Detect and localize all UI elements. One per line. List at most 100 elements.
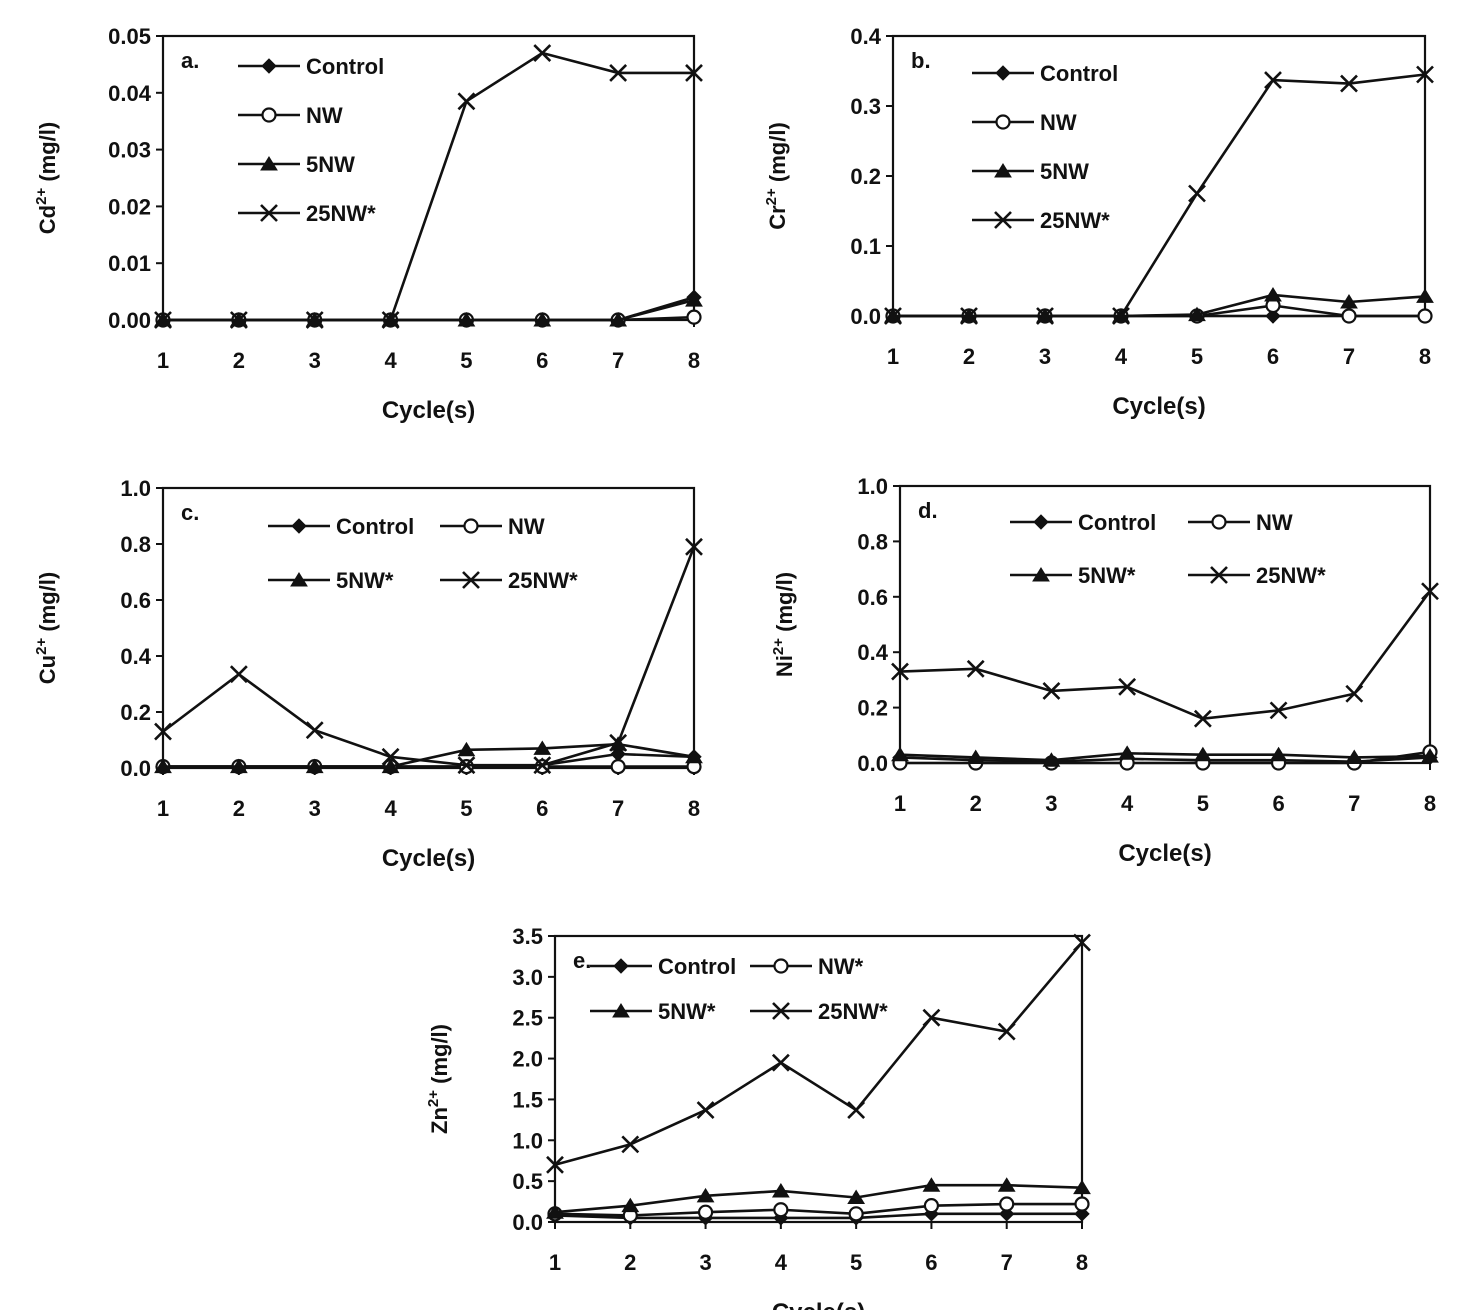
data-point: [771, 1182, 790, 1198]
x-tick-label: 5: [460, 348, 472, 373]
series-25nw-star: [546, 933, 1091, 1174]
x-tick-label: 2: [963, 344, 975, 369]
legend-entry: Control: [238, 54, 384, 79]
data-point: [966, 659, 985, 678]
data-point: [891, 662, 909, 681]
y-axis-label: Cu2+ (mg/l): [33, 572, 60, 684]
series-5nw-star: [546, 1177, 1091, 1219]
legend-label: NW: [1256, 510, 1293, 535]
x-tick-label: 8: [1419, 344, 1431, 369]
data-point: [229, 665, 248, 684]
data-point: [1188, 184, 1206, 203]
legend-entry: 5NW*: [1010, 563, 1136, 588]
y-tick-label: 0.0: [120, 756, 151, 781]
data-point: [381, 747, 400, 766]
y-axis-label: Cd2+ (mg/l): [33, 122, 60, 234]
data-point: [154, 722, 172, 741]
data-point: [1073, 1179, 1091, 1195]
series-line: [554, 941, 1083, 1167]
legend-entry: NW: [440, 514, 545, 539]
legend-label: Control: [1078, 510, 1156, 535]
data-point: [1042, 752, 1061, 767]
panel-label: e.: [573, 948, 591, 973]
series-line: [554, 1183, 1083, 1214]
x-tick-label: 4: [1115, 344, 1128, 369]
legend-entry: Control: [1010, 510, 1156, 535]
y-tick-label: 1.0: [512, 1128, 543, 1153]
x-tick-label: 1: [894, 791, 906, 816]
data-point: [1421, 582, 1439, 601]
data-point: [1264, 287, 1282, 302]
data-point: [685, 64, 703, 82]
data-point: [381, 758, 400, 774]
x-tick-label: 6: [1272, 791, 1284, 816]
x-tick-label: 6: [536, 796, 548, 821]
y-tick-label: 0.0: [857, 751, 888, 776]
legend-entry: 25NW*: [1188, 563, 1326, 588]
y-tick-label: 0.01: [108, 251, 151, 276]
legend-label: 25NW*: [1256, 563, 1326, 588]
data-point: [1345, 749, 1364, 764]
x-tick-label: 7: [1001, 1250, 1013, 1275]
series-line: [162, 546, 696, 767]
legend-entry: NW*: [750, 954, 864, 979]
y-tick-label: 0.5: [512, 1169, 543, 1194]
y-tick-label: 0.04: [108, 81, 152, 106]
data-point: [457, 312, 476, 327]
series-line: [899, 756, 1431, 763]
series-25nw-star: [154, 537, 703, 775]
data-point: [533, 312, 552, 327]
data-point: [685, 537, 703, 556]
y-tick-label: 0.8: [120, 532, 151, 557]
x-tick-label: 5: [1191, 344, 1203, 369]
data-point: [533, 756, 552, 775]
plot-frame: [898, 484, 1432, 765]
x-tick-label: 1: [549, 1250, 561, 1275]
data-point: [1188, 306, 1206, 322]
series-line: [899, 590, 1432, 721]
data-point: [1118, 677, 1137, 696]
x-tick-label: 1: [157, 796, 169, 821]
data-point: [999, 1196, 1015, 1212]
legend-marker: [1211, 514, 1227, 530]
data-point: [1269, 701, 1288, 720]
x-tick-label: 4: [384, 348, 397, 373]
series-line: [554, 1212, 1082, 1220]
data-point: [1193, 709, 1212, 728]
data-point: [696, 1101, 715, 1119]
legend-label: 5NW: [1040, 159, 1089, 184]
legend-marker: [995, 114, 1011, 130]
y-tick-label: 0.00: [108, 308, 151, 333]
y-tick-label: 2.5: [512, 1006, 543, 1031]
legend-label: NW*: [818, 954, 864, 979]
legend-label: 5NW*: [658, 999, 716, 1024]
legend-label: 25NW*: [306, 201, 376, 226]
y-tick-label: 3.5: [512, 924, 543, 949]
x-tick-label: 4: [1121, 791, 1134, 816]
data-point: [847, 1189, 866, 1204]
data-point: [923, 1198, 940, 1214]
data-point: [922, 1008, 941, 1027]
series-line: [163, 742, 695, 768]
data-point: [381, 311, 400, 329]
data-point: [997, 1022, 1016, 1041]
legend-label: Control: [1040, 61, 1118, 86]
legend-label: Control: [336, 514, 414, 539]
x-axis-label: Cycle(s): [382, 845, 475, 872]
x-tick-label: 2: [970, 791, 982, 816]
data-point: [1264, 71, 1282, 90]
y-tick-label: 0.0: [512, 1210, 543, 1235]
data-point: [771, 1053, 790, 1072]
legend-marker: [462, 571, 480, 589]
x-tick-label: 4: [775, 1250, 788, 1275]
panel-b: 0.0 0.1 0.2 0.3 0.4 1 2 3 4 5 6 7 8 Cycle(s) Cr2+ (mg/…: [763, 24, 1434, 420]
data-point: [1036, 307, 1054, 325]
data-point: [922, 1177, 941, 1192]
y-tick-label: 2.0: [512, 1047, 543, 1072]
series-line: [554, 1202, 1082, 1217]
x-tick-label: 3: [309, 796, 321, 821]
data-point: [1416, 288, 1434, 303]
y-tick-label: 0.6: [120, 588, 151, 613]
x-tick-label: 8: [688, 796, 700, 821]
data-point: [457, 741, 476, 757]
